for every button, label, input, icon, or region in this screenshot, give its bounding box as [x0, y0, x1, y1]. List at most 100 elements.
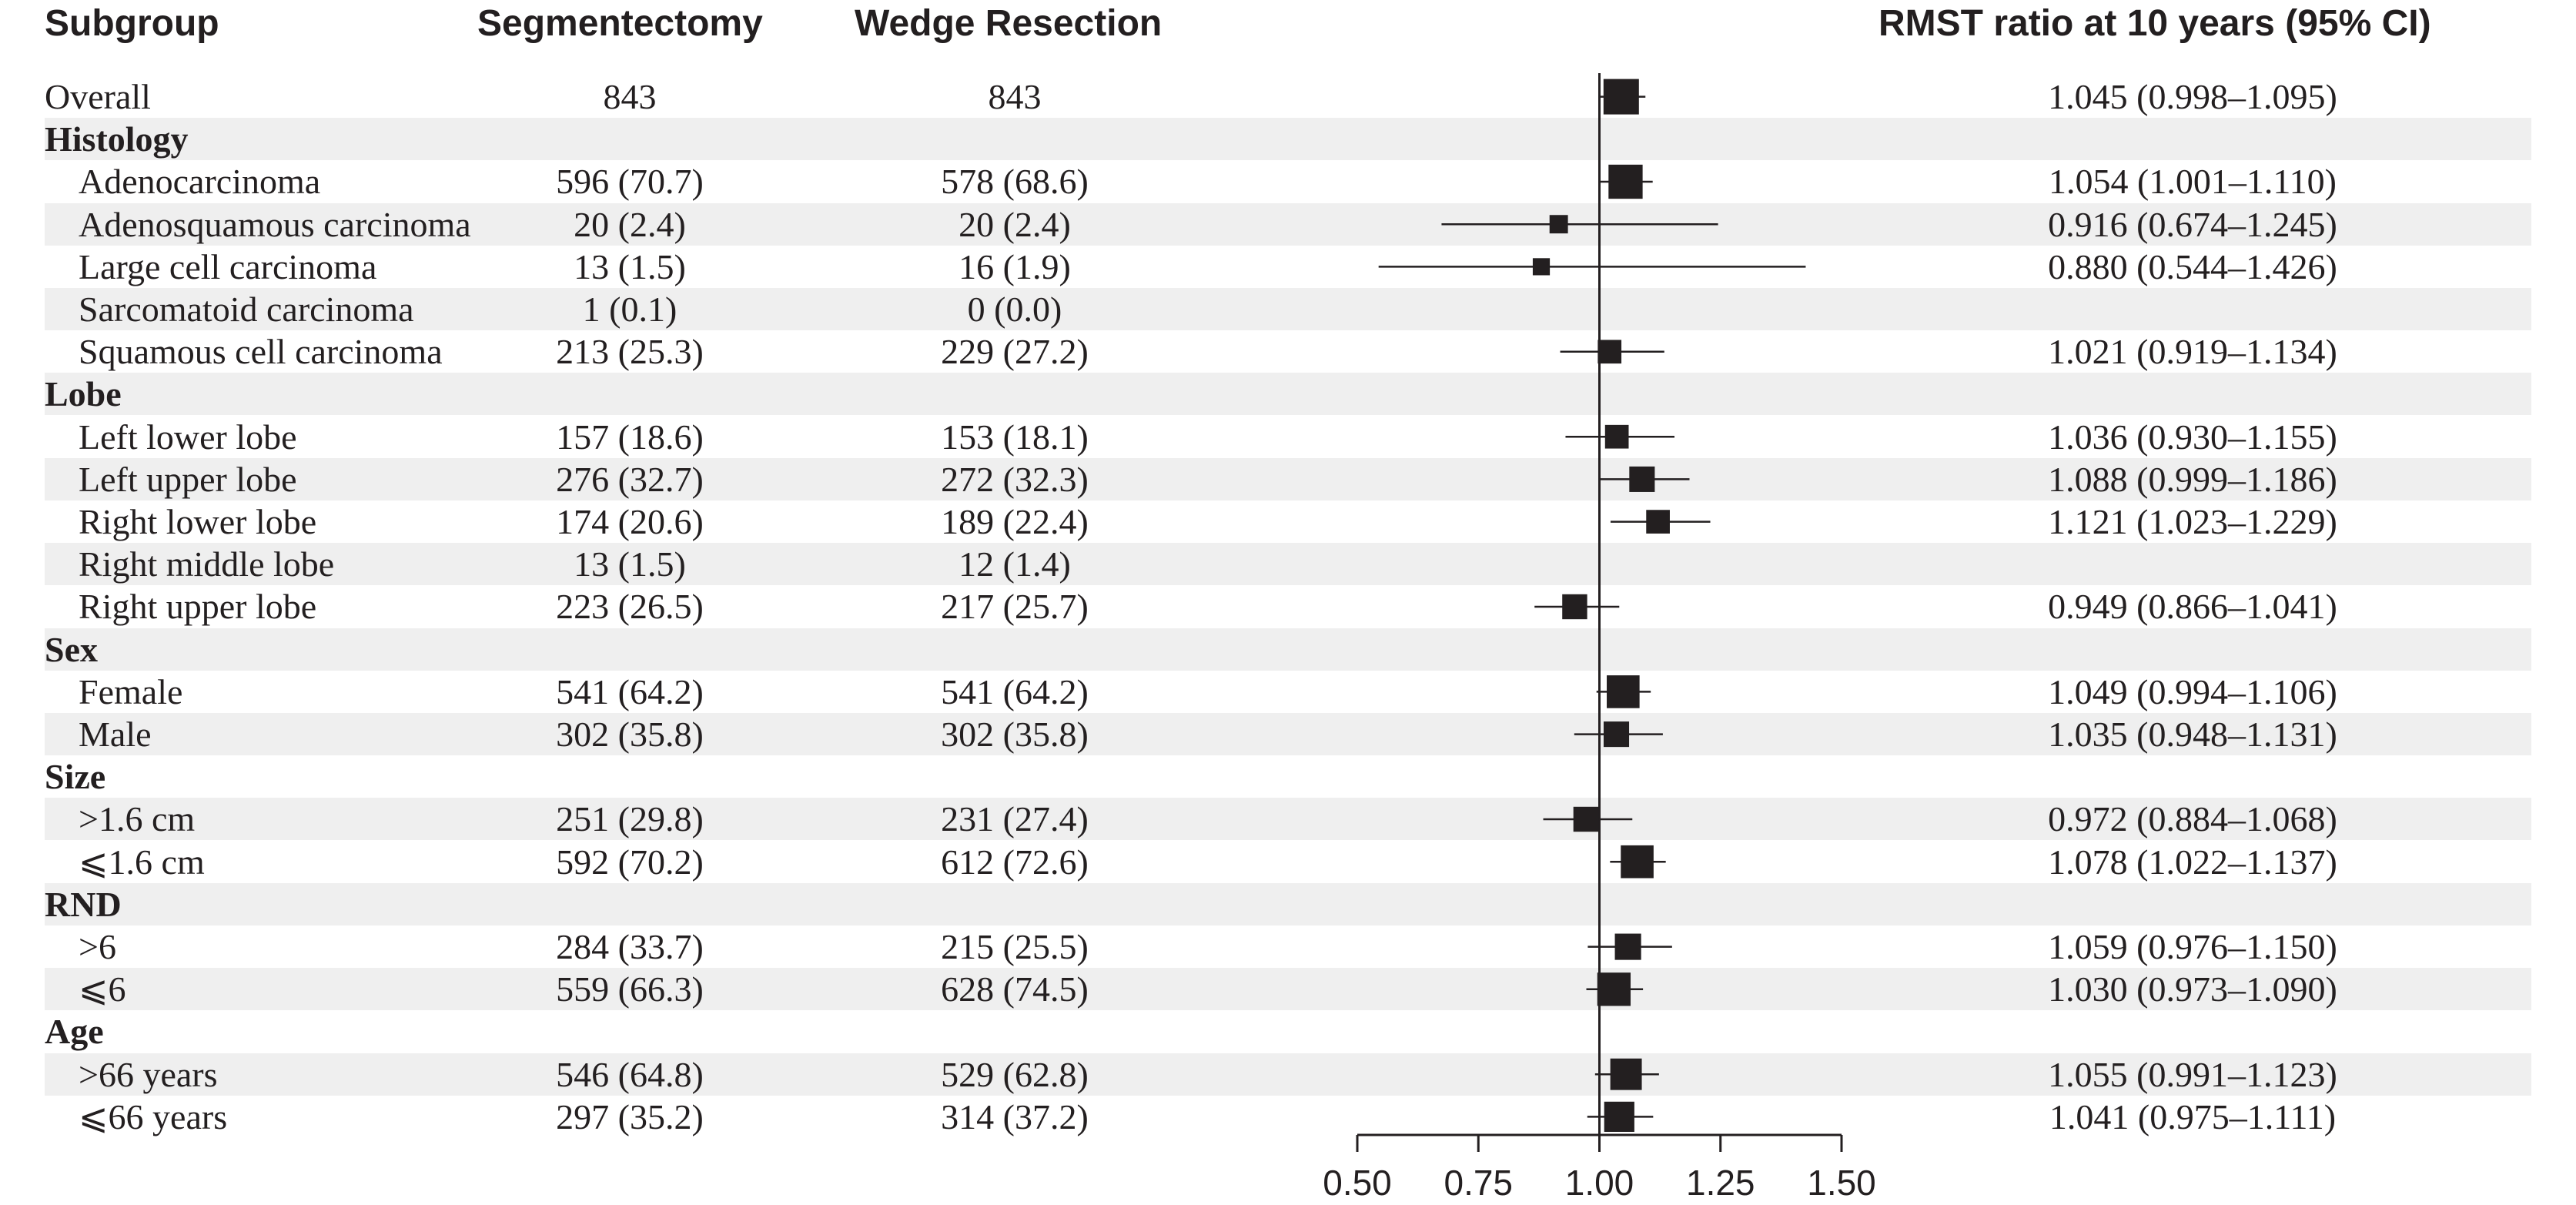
subgroup-label: ⩽1.6 cm	[79, 842, 205, 882]
group-label: RND	[45, 884, 122, 924]
subgroup-label: Squamous cell carcinoma	[79, 332, 443, 372]
point-estimate	[1629, 466, 1655, 492]
segmentectomy-count: 559 (66.3)	[556, 969, 704, 1009]
wedge-count: 302 (35.8)	[941, 715, 1089, 754]
ci-text: 0.916 (0.674–1.245)	[2048, 204, 2337, 244]
wedge-count: 612 (72.6)	[941, 842, 1089, 882]
wedge-count: 0 (0.0)	[967, 290, 1062, 329]
ci-text: 1.030 (0.973–1.090)	[2048, 969, 2337, 1009]
table-row: Adenocarcinoma 596 (70.7) 578 (68.6) 1.054 …	[45, 160, 2531, 203]
subgroup-label: Right upper lobe	[79, 587, 317, 627]
table-row: Right upper lobe 223 (26.5) 217 (25.7) 0.94…	[45, 585, 2531, 628]
subgroup-label: Large cell carcinoma	[79, 246, 377, 286]
segmentectomy-count: 157 (18.6)	[556, 417, 704, 457]
point-estimate	[1614, 933, 1641, 960]
subgroup-label: Overall	[45, 77, 151, 116]
table-row: Large cell carcinoma 13 (1.5) 16 (1.9) 0.88…	[45, 246, 2531, 288]
x-tick-label: 1.25	[1686, 1163, 1755, 1203]
point-estimate	[1603, 721, 1630, 748]
wedge-count: 541 (64.2)	[941, 671, 1089, 711]
table-row: Overall 843 843 1.045 (0.998–1.095)	[45, 75, 2531, 118]
subgroup-label: >1.6 cm	[79, 799, 196, 839]
subgroup-label: Left upper lobe	[79, 459, 297, 499]
segmentectomy-count: 297 (35.2)	[556, 1096, 704, 1136]
ci-text: 1.054 (1.001–1.110)	[2049, 162, 2337, 202]
point-estimate	[1604, 424, 1629, 449]
ci-text: 1.045 (0.998–1.095)	[2048, 77, 2337, 116]
wedge-count: 217 (25.7)	[941, 587, 1089, 627]
table-row: Squamous cell carcinoma 213 (25.3) 229 (27…	[45, 330, 2531, 373]
segmentectomy-count: 302 (35.8)	[556, 715, 704, 754]
ci-text: 1.036 (0.930–1.155)	[2048, 417, 2337, 457]
table-row: >66 years 546 (64.8) 529 (62.8) 1.055 (0.99…	[45, 1053, 2531, 1096]
table-row: Right lower lobe 174 (20.6) 189 (22.4) 1.12…	[45, 500, 2531, 543]
wedge-count: 272 (32.3)	[941, 459, 1089, 499]
wedge-count: 529 (62.8)	[941, 1054, 1089, 1094]
table-row: Left upper lobe 276 (32.7) 272 (32.3) 1.088…	[45, 457, 2531, 500]
ci-text: 1.041 (0.975–1.111)	[2049, 1096, 2337, 1136]
point-estimate	[1607, 675, 1640, 708]
group-header-row: Age	[45, 1010, 2531, 1053]
wedge-count: 628 (74.5)	[941, 969, 1089, 1009]
point-estimate	[1610, 1058, 1642, 1090]
subgroup-label: ⩽66 years	[79, 1096, 228, 1136]
segmentectomy-count: 1 (0.1)	[582, 290, 677, 329]
x-tick-label: 0.75	[1444, 1163, 1513, 1203]
segmentectomy-count: 843	[603, 77, 657, 116]
subgroup-label: >66 years	[79, 1054, 218, 1094]
ci-text: 1.078 (1.022–1.137)	[2048, 842, 2337, 882]
point-estimate	[1597, 972, 1631, 1006]
point-estimate	[1549, 215, 1568, 234]
group-label: Histology	[45, 119, 189, 159]
segmentectomy-count: 546 (64.8)	[556, 1054, 704, 1094]
subgroup-label: >6	[79, 927, 116, 966]
point-estimate	[1562, 594, 1587, 620]
segmentectomy-count: 174 (20.6)	[556, 502, 704, 541]
ci-text: 1.049 (0.994–1.106)	[2048, 671, 2337, 711]
subgroup-label: Left lower lobe	[79, 417, 297, 457]
wedge-count: 20 (2.4)	[958, 204, 1071, 244]
subgroup-label: Sarcomatoid carcinoma	[79, 290, 414, 329]
group-label: Age	[45, 1012, 104, 1052]
point-estimate	[1608, 164, 1643, 199]
table-row: Male 302 (35.8) 302 (35.8) 1.035 (0.948–1.1…	[45, 713, 2531, 755]
table-row: >6 284 (33.7) 215 (25.5) 1.059 (0.976–1.150…	[45, 926, 2531, 968]
subgroup-label: Male	[79, 715, 152, 754]
table-row: Left lower lobe 157 (18.6) 153 (18.1) 1.036…	[45, 416, 2531, 458]
segmentectomy-count: 592 (70.2)	[556, 842, 704, 882]
x-tick-label: 1.50	[1807, 1163, 1876, 1203]
x-tick-label: 1.00	[1565, 1163, 1634, 1203]
ci-text: 0.880 (0.544–1.426)	[2048, 246, 2337, 286]
point-estimate	[1532, 258, 1551, 276]
point-estimate	[1646, 510, 1670, 534]
segmentectomy-count: 13 (1.5)	[574, 246, 686, 286]
subgroup-label: Adenocarcinoma	[79, 162, 321, 202]
segmentectomy-count: 541 (64.2)	[556, 671, 704, 711]
wedge-count: 578 (68.6)	[941, 162, 1089, 202]
point-estimate	[1621, 845, 1654, 879]
header-subgroup: Subgroup	[45, 3, 219, 44]
ci-text: 1.055 (0.991–1.123)	[2048, 1054, 2337, 1094]
table-row: Right middle lobe 13 (1.5) 12 (1.4)	[45, 543, 2531, 586]
table-row: ⩽66 years 297 (35.2) 314 (37.2) 1.041 (0.97…	[45, 1096, 2531, 1138]
wedge-count: 153 (18.1)	[941, 417, 1089, 457]
group-header-row: RND	[45, 882, 2531, 926]
x-tick-label: 0.50	[1323, 1163, 1392, 1203]
point-estimate	[1603, 79, 1639, 115]
wedge-count: 189 (22.4)	[941, 502, 1089, 541]
table-row: Female 541 (64.2) 541 (64.2) 1.049 (0.994–1…	[45, 671, 2531, 713]
wedge-count: 229 (27.2)	[941, 332, 1089, 372]
point-estimate	[1604, 1101, 1634, 1132]
segmentectomy-count: 251 (29.8)	[556, 799, 704, 839]
wedge-count: 231 (27.4)	[941, 799, 1089, 839]
segmentectomy-count: 213 (25.3)	[556, 332, 704, 372]
subgroup-label: ⩽6	[79, 969, 126, 1009]
ci-text: 1.121 (1.023–1.229)	[2048, 502, 2337, 541]
ci-text: 1.059 (0.976–1.150)	[2048, 927, 2337, 966]
wedge-count: 12 (1.4)	[958, 544, 1071, 584]
wedge-count: 843	[988, 77, 1042, 116]
wedge-count: 314 (37.2)	[941, 1096, 1089, 1136]
header-rmst-ratio: RMST ratio at 10 years (95% CI)	[1878, 3, 2431, 44]
point-estimate	[1573, 806, 1599, 832]
